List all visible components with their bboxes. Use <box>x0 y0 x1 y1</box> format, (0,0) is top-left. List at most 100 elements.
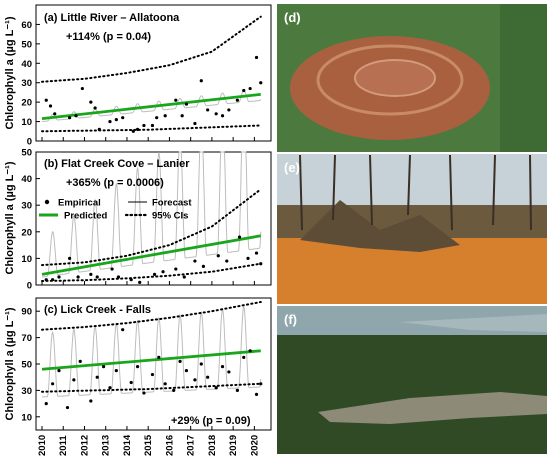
panel-a-empirical-point <box>220 114 225 118</box>
panel-c-ytick-label: 50 <box>21 360 32 371</box>
panel-c-empirical-point <box>206 375 210 379</box>
photo-d-label: (d) <box>284 10 301 25</box>
panel-a-ytick-label: 30 <box>21 78 32 89</box>
panel-c-empirical-point <box>150 372 155 377</box>
panel-c-empirical-point <box>89 399 93 403</box>
panel-b-ci-line <box>41 262 262 282</box>
panel-b-annotation: +365% (p = 0.0006) <box>66 177 164 189</box>
panel-c-empirical-point <box>163 382 167 386</box>
x-tick-label: 2010 <box>37 435 48 456</box>
panel-a-empirical-point <box>121 116 125 120</box>
photo-f-lake-far <box>400 314 547 332</box>
panel-a-empirical-point <box>114 118 118 122</box>
panel-b-empirical-point <box>161 270 165 274</box>
panel-c-ytick-label: 90 <box>21 307 32 318</box>
panel-a-ci-line <box>41 15 262 83</box>
panel-a-ytick-label: 10 <box>21 117 32 128</box>
x-tick-label: 2017 <box>186 435 197 456</box>
panel-c-empirical-point <box>172 388 176 392</box>
photo-d-terrace-outer <box>316 44 464 116</box>
panel-c-empirical-point <box>254 392 259 396</box>
panel-a-empirical-point <box>163 114 167 118</box>
panel-c-ylabel: Chlorophyll a (µg L⁻¹) <box>4 307 16 420</box>
panel-c-empirical-point <box>142 391 146 395</box>
panel-c-empirical-point <box>108 386 112 390</box>
panel-b-empirical-point <box>116 275 121 279</box>
panel-c-empirical-point <box>248 349 252 353</box>
panel-a-empirical-point <box>97 127 101 131</box>
panel-c-empirical-point <box>178 359 182 363</box>
panel-c-empirical-point <box>51 382 55 386</box>
panel-c-empirical-point <box>259 382 263 386</box>
x-tick-label: 2012 <box>79 435 90 456</box>
panel-c-ci-line <box>41 301 262 331</box>
panel-b-empirical-point <box>152 272 157 276</box>
panel-b-empirical-point <box>216 254 220 258</box>
panel-c-empirical-point <box>114 369 118 373</box>
panel-c-empirical-point <box>121 328 125 332</box>
x-tick-label: 2011 <box>58 435 69 456</box>
panel-b-ytick-label: 50 <box>21 148 32 159</box>
panel-a-empirical-point <box>150 123 155 128</box>
panel-b-ytick-label: 20 <box>21 227 32 238</box>
panel-c-forecast-line <box>42 305 262 398</box>
panel-c-empirical-point <box>72 378 76 382</box>
photo-e-label: (e) <box>284 160 300 175</box>
panel-b-ylabel: Chlorophyll a (µg L⁻¹) <box>4 161 16 274</box>
panel-a-empirical-point <box>48 104 53 108</box>
panel-c-empirical-point <box>235 388 239 392</box>
panel-b-empirical-point <box>138 280 142 284</box>
panel-b-empirical-point <box>254 251 259 255</box>
panel-a-empirical-point <box>74 114 78 118</box>
panel-c-empirical-point <box>220 365 225 369</box>
panel-b-forecast-line <box>42 151 262 278</box>
panel-b-empirical-point <box>246 256 250 260</box>
panel-a-empirical-point <box>214 112 218 116</box>
photo-f-label: (f) <box>284 312 297 327</box>
panel-a-empirical-point <box>174 98 178 102</box>
panel-c-empirical-point <box>214 386 218 390</box>
panel-c-annotation: +29% (p = 0.09) <box>171 415 251 427</box>
panel-a: 0 10 20 30 40 50 60 (a) Little River – Allatoo… <box>21 4 272 148</box>
panel-b-empirical-point <box>225 259 229 263</box>
panel-a-empirical-point <box>93 106 97 110</box>
panel-b-empirical-point <box>259 262 263 266</box>
panel-b-predicted-line <box>41 234 261 276</box>
panel-a-empirical-point <box>199 79 203 83</box>
photo-e-trees <box>299 154 532 231</box>
panel-b-ytick-label: 0 <box>27 281 32 292</box>
x-tick-label: 2013 <box>101 435 112 456</box>
panel-a-empirical-point <box>155 116 159 120</box>
photo-f: (f) <box>277 306 547 454</box>
panel-a-empirical-point <box>180 114 184 118</box>
panel-b-empirical-point <box>68 256 72 260</box>
panel-c-ytick-label: 30 <box>21 386 32 397</box>
panel-a-empirical-point <box>248 86 252 91</box>
panel-c-empirical-point <box>184 369 189 373</box>
panel-a-empirical-point <box>53 112 57 116</box>
panel-a-frame <box>35 4 272 142</box>
panel-c-ci-line <box>41 382 262 393</box>
panel-a-empirical-point <box>89 100 93 104</box>
panel-b-ytick-label: 10 <box>21 254 32 265</box>
panel-b-empirical-point <box>51 278 55 282</box>
panel-c-predicted-line <box>41 349 261 371</box>
panel-c-empirical-point <box>193 378 197 382</box>
panel-a-annotation: +114% (p = 0.04) <box>66 31 151 43</box>
panel-b-ci-line <box>41 188 262 267</box>
panel-c-ytick-label: 70 <box>21 333 32 344</box>
panel-b-frame <box>35 151 272 286</box>
panel-a-ytick-label: 50 <box>21 39 32 50</box>
panel-a-empirical-point <box>227 108 231 112</box>
panel-b-empirical-point <box>89 272 93 276</box>
panel-a-empirical-point <box>80 86 84 91</box>
photo-d-terrace-inner <box>354 59 436 97</box>
panel-a-empirical-point <box>259 81 263 85</box>
photo-f-cove <box>318 392 547 424</box>
panel-b-empirical-point <box>110 267 114 271</box>
panel-c-empirical-point <box>157 355 161 359</box>
panel-a-plot-area: 0 10 20 30 40 50 60 <box>21 15 263 148</box>
panel-c-empirical-point <box>57 369 61 373</box>
panel-c-empirical-point <box>78 359 82 363</box>
